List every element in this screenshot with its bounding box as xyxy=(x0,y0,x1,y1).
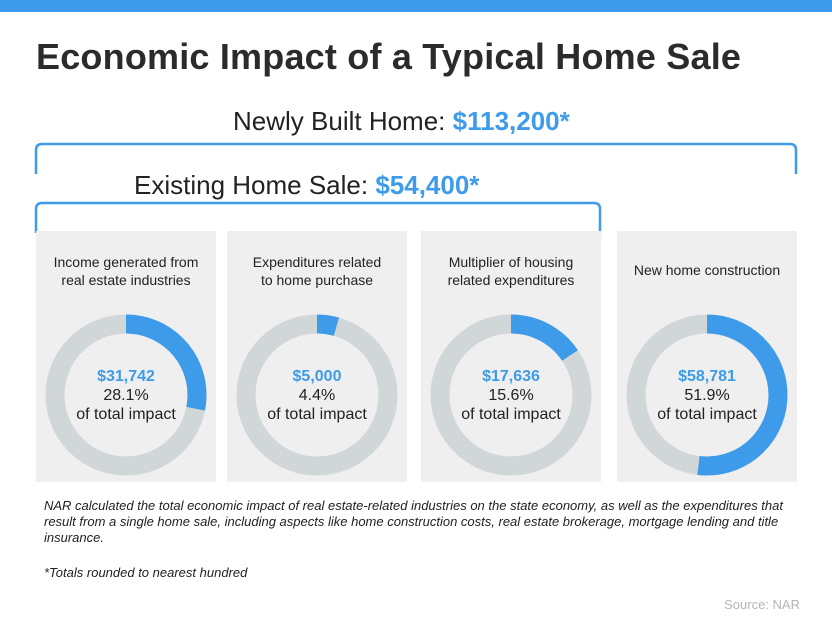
newly-built-bracket xyxy=(34,142,798,174)
donut-expenditures-percent: 4.4% xyxy=(298,387,336,404)
newly-built-label: Newly Built Home: xyxy=(233,106,453,136)
donut-income-suffix: of total impact xyxy=(76,406,176,423)
donut-income-value: $31,742 xyxy=(97,368,155,385)
panel-multiplier-label-line2: related expenditures xyxy=(447,272,575,288)
existing-sale-label: Existing Home Sale: xyxy=(134,170,376,200)
panel-income-label: Income generated from real estate indust… xyxy=(36,253,216,289)
page-title: Economic Impact of a Typical Home Sale xyxy=(36,36,742,77)
donut-expenditures-text: $5,000 4.4% of total impact xyxy=(227,367,407,424)
newly-built-headline: Newly Built Home: $113,200* xyxy=(233,106,570,137)
top-accent-bar xyxy=(0,0,832,12)
panel-new-construction-label: New home construction xyxy=(617,261,797,279)
existing-sale-bracket xyxy=(34,201,602,233)
existing-sale-headline: Existing Home Sale: $54,400* xyxy=(134,170,479,201)
donut-slice xyxy=(236,314,398,476)
donut-slice xyxy=(430,314,592,476)
donut-multiplier-value: $17,636 xyxy=(482,368,540,385)
newly-built-amount: $113,200* xyxy=(452,106,570,136)
donut-multiplier-suffix: of total impact xyxy=(461,406,561,423)
panel-multiplier-label-line1: Multiplier of housing xyxy=(448,254,574,270)
donut-expenditures xyxy=(236,314,398,476)
donut-new-construction xyxy=(626,314,788,476)
panel-new-construction-label-line1: New home construction xyxy=(633,262,781,278)
donut-new-construction-percent: 51.9% xyxy=(684,387,730,404)
donut-multiplier-percent: 15.6% xyxy=(488,387,534,404)
panel-multiplier: Multiplier of housing related expenditur… xyxy=(421,231,601,482)
panel-income-label-line1: Income generated from xyxy=(53,254,199,270)
panel-expenditures-label: Expenditures related to home purchase xyxy=(227,253,407,289)
existing-sale-amount: $54,400* xyxy=(375,170,480,200)
panel-income-label-line2: real estate industries xyxy=(61,272,191,288)
donut-income-text: $31,742 28.1% of total impact xyxy=(36,367,216,424)
donut-income xyxy=(45,314,207,476)
source-credit: Source: NAR xyxy=(724,597,800,612)
panel-new-construction: New home construction $58,781 51.9% of t… xyxy=(617,231,797,482)
methodology-note: NAR calculated the total economic impact… xyxy=(44,498,783,545)
donut-slice xyxy=(626,314,788,476)
panel-expenditures: Expenditures related to home purchase $5… xyxy=(227,231,407,482)
panel-multiplier-label: Multiplier of housing related expenditur… xyxy=(421,253,601,289)
donut-new-construction-value: $58,781 xyxy=(678,368,736,385)
panel-expenditures-label-line2: to home purchase xyxy=(260,272,374,288)
panel-income: Income generated from real estate indust… xyxy=(36,231,216,482)
rounding-footnote: *Totals rounded to nearest hundred xyxy=(44,565,248,580)
panel-expenditures-label-line1: Expenditures related xyxy=(252,254,382,270)
donut-new-construction-suffix: of total impact xyxy=(657,406,757,423)
donut-expenditures-suffix: of total impact xyxy=(267,406,367,423)
donut-multiplier xyxy=(430,314,592,476)
donut-multiplier-text: $17,636 15.6% of total impact xyxy=(421,367,601,424)
donut-slice xyxy=(45,314,207,476)
donut-income-percent: 28.1% xyxy=(103,387,149,404)
donut-new-construction-text: $58,781 51.9% of total impact xyxy=(617,367,797,424)
donut-expenditures-value: $5,000 xyxy=(292,368,342,385)
